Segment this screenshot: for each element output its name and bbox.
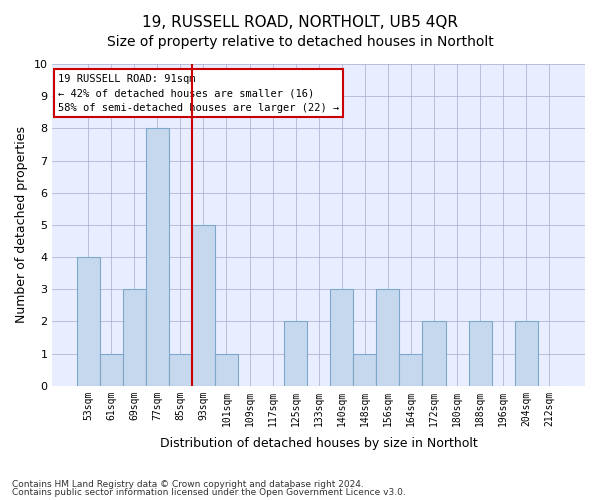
Bar — [215, 354, 238, 386]
Text: Size of property relative to detached houses in Northolt: Size of property relative to detached ho… — [107, 35, 493, 49]
X-axis label: Distribution of detached houses by size in Northolt: Distribution of detached houses by size … — [160, 437, 478, 450]
Bar — [353, 354, 376, 386]
Bar — [146, 128, 169, 386]
Bar — [284, 322, 307, 386]
Bar — [330, 289, 353, 386]
Bar — [169, 354, 192, 386]
Bar — [469, 322, 491, 386]
Text: 19 RUSSELL ROAD: 91sqm
← 42% of detached houses are smaller (16)
58% of semi-det: 19 RUSSELL ROAD: 91sqm ← 42% of detached… — [58, 74, 339, 114]
Bar — [100, 354, 123, 386]
Text: Contains public sector information licensed under the Open Government Licence v3: Contains public sector information licen… — [12, 488, 406, 497]
Y-axis label: Number of detached properties: Number of detached properties — [15, 126, 28, 324]
Text: Contains HM Land Registry data © Crown copyright and database right 2024.: Contains HM Land Registry data © Crown c… — [12, 480, 364, 489]
Bar — [77, 257, 100, 386]
Bar — [123, 289, 146, 386]
Bar — [376, 289, 400, 386]
Bar — [192, 225, 215, 386]
Bar — [515, 322, 538, 386]
Text: 19, RUSSELL ROAD, NORTHOLT, UB5 4QR: 19, RUSSELL ROAD, NORTHOLT, UB5 4QR — [142, 15, 458, 30]
Bar — [422, 322, 446, 386]
Bar — [400, 354, 422, 386]
